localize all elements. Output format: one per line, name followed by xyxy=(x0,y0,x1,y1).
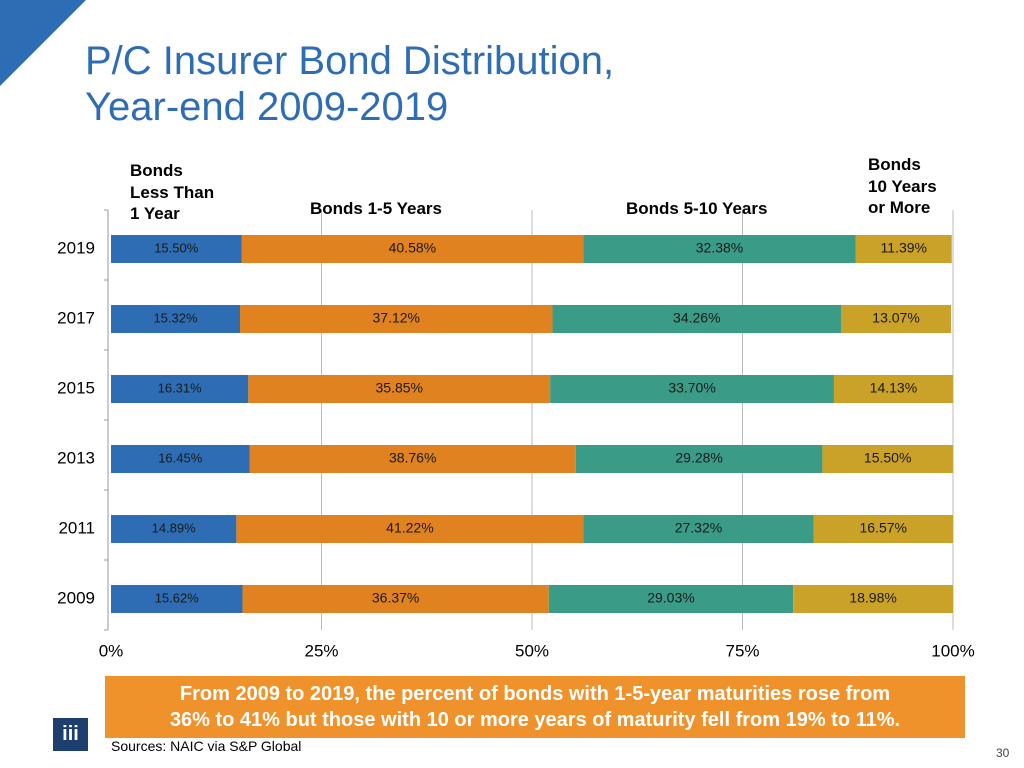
bar-segment xyxy=(550,375,834,403)
y-tick-label: 2019 xyxy=(57,238,95,257)
bar-segment xyxy=(111,305,240,333)
bar-segment xyxy=(242,585,549,613)
bar-segment xyxy=(111,445,250,473)
bar-segment xyxy=(841,305,952,333)
value-label: 34.26% xyxy=(673,310,720,326)
value-label: 29.03% xyxy=(647,590,694,606)
value-label: 15.62% xyxy=(155,590,200,605)
bar-segment xyxy=(111,585,243,613)
bar-segment xyxy=(236,515,584,543)
value-label: 41.22% xyxy=(386,520,433,536)
logo: iii xyxy=(53,718,88,751)
value-label: 33.70% xyxy=(668,380,715,396)
chart-title: P/C Insurer Bond Distribution, Year-end … xyxy=(85,39,615,129)
y-tick-label: 2009 xyxy=(57,588,95,607)
bar-segment xyxy=(111,375,249,403)
legend-label: Bonds 5-10 Years xyxy=(626,199,768,218)
value-label: 14.89% xyxy=(152,520,197,535)
legend-label: Bonds 1-5 Years xyxy=(310,199,442,218)
bar-segment xyxy=(552,305,842,333)
x-tick-label: 0% xyxy=(99,641,124,660)
bar-segment xyxy=(822,445,953,473)
x-tick-label: 75% xyxy=(725,641,759,660)
value-label: 15.50% xyxy=(154,240,199,255)
value-label: 11.39% xyxy=(881,240,927,256)
annotation-box: From 2009 to 2019, the percent of bonds … xyxy=(105,676,965,738)
y-tick-label: 2015 xyxy=(57,378,95,397)
bar-segment xyxy=(583,235,856,263)
bar-segment xyxy=(575,445,823,473)
y-tick-label: 2011 xyxy=(58,518,95,537)
bar-segment xyxy=(813,515,953,543)
x-tick-label: 50% xyxy=(515,641,549,660)
value-label: 40.58% xyxy=(389,240,436,256)
bar-segment xyxy=(111,515,237,543)
legend-label: Bonds Less Than 1 Year xyxy=(130,161,215,223)
y-tick-label: 2017 xyxy=(57,308,95,327)
value-label: 27.32% xyxy=(675,520,722,536)
value-label: 14.13% xyxy=(870,380,917,396)
value-label: 13.07% xyxy=(872,310,919,326)
value-label: 16.45% xyxy=(158,450,203,465)
bar-segment xyxy=(241,235,584,263)
bar-segment xyxy=(248,375,551,403)
value-label: 29.28% xyxy=(675,450,722,466)
value-label: 35.85% xyxy=(376,380,423,396)
source: Sources: NAIC via S&P Global xyxy=(111,738,302,754)
page-number: 30 xyxy=(996,746,1010,760)
x-tick-label: 25% xyxy=(304,641,338,660)
bar-segment xyxy=(111,235,242,263)
legend-label: Bonds 10 Years or More xyxy=(868,155,937,217)
value-label: 18.98% xyxy=(849,590,896,606)
bar-segment xyxy=(249,445,576,473)
bar-segment xyxy=(239,305,553,333)
bar-segment xyxy=(855,235,952,263)
value-label: 16.31% xyxy=(158,380,203,395)
x-tick-label: 100% xyxy=(931,641,974,660)
bar-segment xyxy=(548,585,794,613)
corner-decoration xyxy=(0,0,86,86)
bar-segment xyxy=(833,375,953,403)
value-label: 16.57% xyxy=(859,520,906,536)
value-label: 38.76% xyxy=(389,450,436,466)
value-label: 15.50% xyxy=(864,450,911,466)
bar-segment xyxy=(583,515,814,543)
value-label: 15.32% xyxy=(153,310,198,325)
value-label: 37.12% xyxy=(373,310,420,326)
bar-segment xyxy=(793,585,953,613)
y-tick-label: 2013 xyxy=(57,448,95,467)
value-label: 32.38% xyxy=(696,240,743,256)
value-label: 36.37% xyxy=(372,590,419,606)
